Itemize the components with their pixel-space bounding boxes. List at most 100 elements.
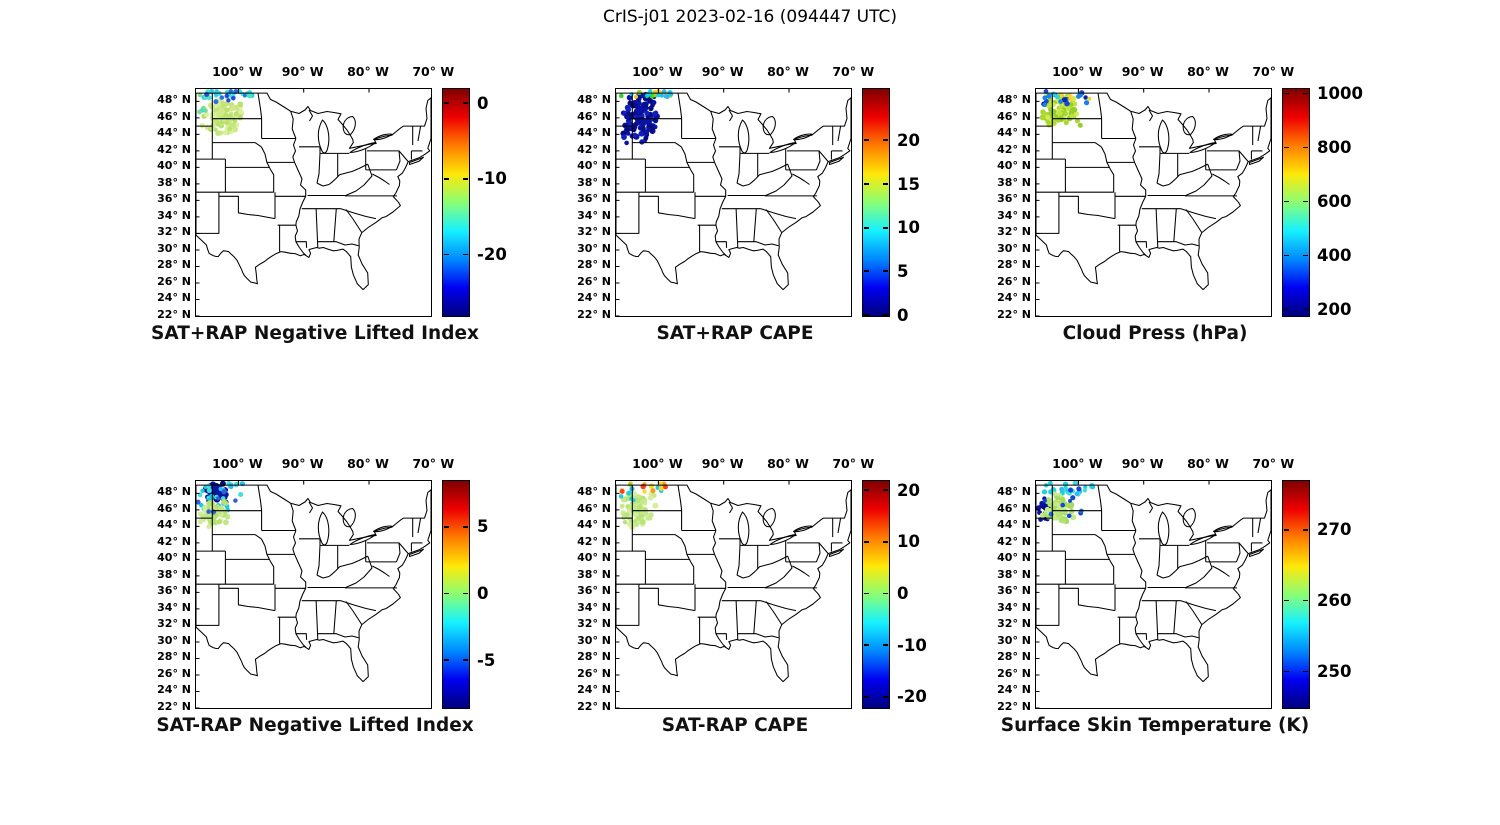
figure-title: CrIS-j01 2023-02-16 (094447 UTC) (602, 7, 898, 27)
data-point (659, 93, 664, 98)
state-boundary (260, 146, 275, 193)
state-boundary (317, 633, 359, 639)
data-point (1066, 513, 1072, 519)
lat-tick-label: 36° N (157, 192, 191, 206)
lat-tick-label: 30° N (577, 633, 611, 647)
state-boundary (1157, 633, 1199, 639)
lat-tick-label: 46° N (577, 109, 611, 123)
state-boundary (1135, 633, 1148, 640)
state-boundary (1257, 126, 1262, 142)
axis-tick-marks (1036, 89, 1210, 316)
state-boundary (1132, 138, 1147, 256)
colorbar-tick-label: 0 (897, 584, 909, 603)
state-boundary (1052, 142, 1102, 148)
data-point (233, 498, 238, 503)
map-canvas (1036, 89, 1271, 316)
data-point (238, 109, 244, 115)
data-point (1062, 481, 1069, 488)
data-point (619, 489, 625, 494)
colorbar-tick-label: 0 (897, 305, 909, 325)
lat-tick-label: 32° N (577, 617, 611, 631)
lat-tick-label: 38° N (577, 175, 611, 189)
data-point (214, 488, 220, 494)
data-point (649, 127, 656, 135)
data-point (652, 117, 659, 124)
state-boundary (753, 600, 757, 634)
data-point (663, 484, 668, 490)
colorbar-tick-mark (443, 177, 449, 180)
data-point (218, 505, 224, 511)
state-boundary (1257, 518, 1262, 534)
lat-tick-label: 38° N (997, 175, 1031, 189)
data-point (1052, 491, 1058, 497)
data-point (221, 499, 228, 506)
lon-tick-label: 90° W (281, 456, 324, 471)
data-point (227, 117, 233, 123)
colorbar-tick-mark (443, 525, 449, 528)
lat-tick-label: 30° N (997, 633, 1031, 647)
state-boundary (290, 111, 297, 139)
data-point (1060, 502, 1066, 508)
lat-tick-label: 30° N (577, 241, 611, 255)
data-point (1068, 508, 1075, 515)
state-boundary (417, 126, 422, 142)
data-point (656, 93, 661, 98)
us-coastline-outline (616, 92, 851, 291)
state-boundary (616, 126, 633, 160)
data-point (227, 113, 233, 119)
state-boundary (1135, 241, 1148, 248)
lat-tick-label: 36° N (997, 584, 1031, 598)
state-boundary (712, 530, 727, 648)
lon-tick-label: 80° W (1187, 456, 1229, 471)
data-point (639, 519, 646, 525)
state-boundary (712, 138, 727, 256)
lat-tick-label: 42° N (577, 534, 611, 548)
state-boundary (1212, 565, 1230, 577)
colorbar-tick-label: 5 (477, 517, 489, 537)
data-point (1068, 487, 1074, 493)
lat-tick-label: 22° N (997, 307, 1031, 321)
lat-tick-label: 34° N (577, 600, 611, 614)
colorbar-tick-mark (462, 102, 468, 105)
data-point (1069, 107, 1075, 113)
state-boundary (395, 542, 401, 563)
data-point (220, 100, 225, 105)
state-boundary (1036, 518, 1053, 552)
state-boundary (632, 534, 682, 540)
colorbar-tick-label: 15 (897, 174, 920, 194)
colorbar-tick-mark (863, 226, 869, 229)
data-point (1053, 502, 1059, 507)
state-boundary (787, 542, 829, 554)
data-point (224, 93, 230, 99)
lat-tick-label: 32° N (577, 225, 611, 239)
state-boundary (308, 501, 314, 514)
colorbar-tick-mark (882, 270, 888, 273)
data-point (1047, 481, 1053, 486)
colorbar-tick-label: 10 (897, 218, 920, 238)
lake-outline (1182, 507, 1196, 528)
panel-title: SAT-RAP Negative Lifted Index (156, 715, 474, 736)
panel-title: SAT+RAP Negative Lifted Index (151, 323, 479, 344)
panel-sat-minus-rap-negative-lifted-index: 100° W 90° W 80° W 70° W 48° N 46° N 44° N 42°… (150, 454, 540, 759)
colorbar (862, 88, 890, 317)
state-boundary (616, 485, 633, 519)
data-point (621, 134, 627, 140)
lon-tick-label: 100° W (212, 64, 263, 79)
data-point (202, 504, 208, 510)
lon-tick-label: 70° W (1252, 456, 1295, 471)
data-point (1060, 498, 1066, 503)
lat-tick-label: 44° N (157, 518, 191, 532)
lat-tick-label: 40° N (997, 159, 1031, 173)
colorbar-tick-mark (882, 226, 888, 229)
lat-tick-label: 30° N (997, 241, 1031, 255)
lat-tick-label: 38° N (157, 567, 191, 581)
lon-tick-label: 100° W (1052, 64, 1103, 79)
state-boundary (1185, 601, 1203, 625)
data-point (1068, 96, 1073, 101)
lake-outline (1189, 141, 1217, 154)
colorbar-tick-mark (1302, 146, 1308, 149)
lat-tick-label: 34° N (577, 208, 611, 222)
lat-tick-label: 22° N (157, 699, 191, 713)
lon-tick-label: 100° W (632, 64, 683, 79)
data-point (230, 105, 237, 112)
